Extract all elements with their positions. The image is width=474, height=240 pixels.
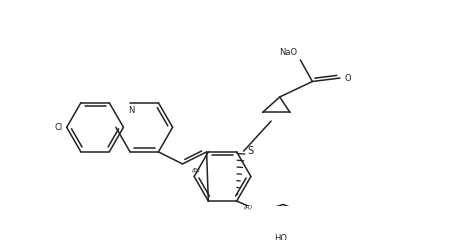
Text: O: O [344, 73, 351, 83]
Text: (E): (E) [192, 168, 201, 173]
Text: NaO: NaO [279, 48, 297, 57]
Text: S: S [247, 146, 253, 156]
Text: HO: HO [274, 234, 287, 240]
Text: N: N [128, 106, 134, 115]
Text: Cl: Cl [55, 123, 63, 132]
Text: (R): (R) [244, 205, 253, 210]
